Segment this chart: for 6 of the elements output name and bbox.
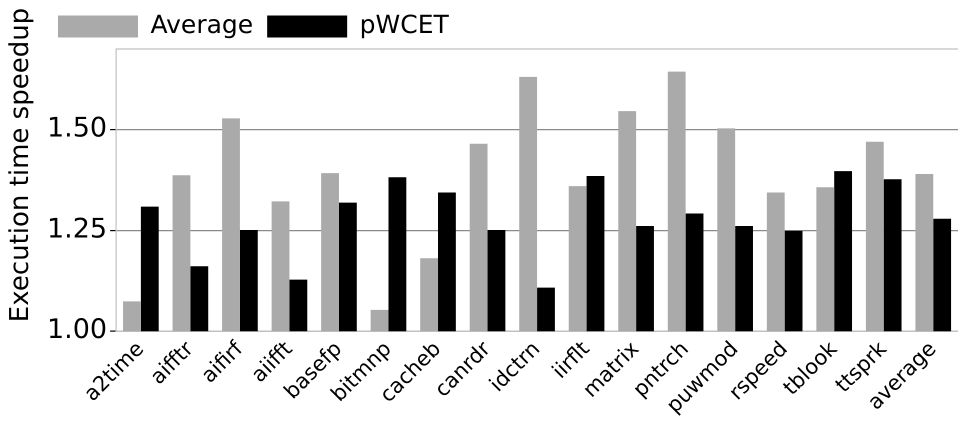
y-tick-label: 1.50 <box>46 112 108 144</box>
legend-label: Average <box>150 10 254 39</box>
y-tick-label: 1.00 <box>46 314 108 346</box>
y-axis-title: Execution time speedup <box>5 8 36 322</box>
legend-label: pWCET <box>360 10 450 39</box>
y-tick-label: 1.25 <box>46 213 108 244</box>
